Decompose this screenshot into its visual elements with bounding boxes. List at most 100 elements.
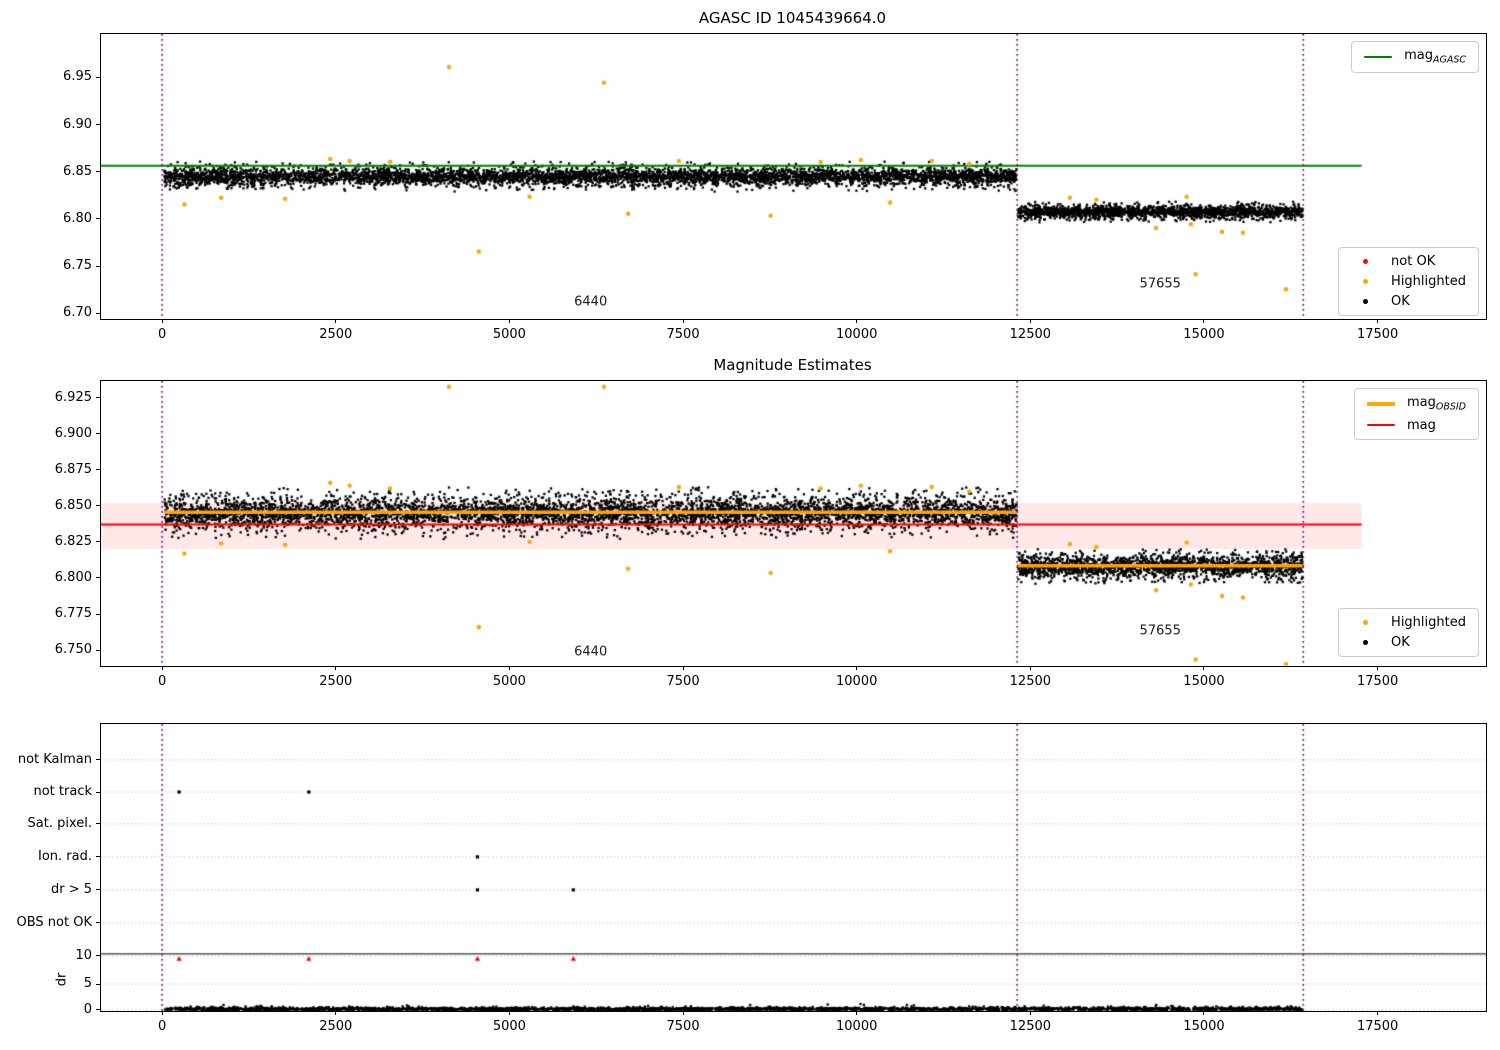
x-tick-mark <box>161 666 163 670</box>
dr-tick-label: 5 <box>83 976 92 992</box>
x-tick-mark <box>335 1011 337 1015</box>
x-tick-mark <box>1377 319 1379 323</box>
flag-row-label: OBS not OK <box>16 914 93 930</box>
x-tick-mark <box>682 319 684 323</box>
x-tick-label: 0 <box>157 1019 167 1034</box>
legend-label: not OK <box>1391 254 1436 269</box>
legend-label: Highlighted <box>1391 274 1466 289</box>
x-tick-mark <box>1029 319 1031 323</box>
legend-mag-estimates-item: magOBSID <box>1366 395 1466 413</box>
y-tick-mark <box>96 791 101 793</box>
flag-row-label: not track <box>33 784 92 800</box>
plot2-title: Magnitude Estimates <box>713 356 872 374</box>
flag-row-label: not Kalman <box>17 751 92 767</box>
x-tick-mark <box>508 666 510 670</box>
y-tick-mark <box>96 397 101 399</box>
y-tick-mark <box>96 541 101 543</box>
x-tick-label: 7500 <box>666 1019 700 1034</box>
x-tick-mark <box>1029 666 1031 670</box>
y-tick-mark <box>96 265 101 267</box>
flag-row-label: Ion. rad. <box>38 848 92 864</box>
y-tick-mark <box>96 983 101 985</box>
obsid-label: 57655 <box>1139 623 1181 639</box>
x-tick-mark <box>682 1011 684 1015</box>
x-tick-label: 0 <box>157 674 167 689</box>
legend-markers-1-item: OK <box>1351 294 1466 309</box>
x-tick-label: 10000 <box>836 674 878 689</box>
y-tick-mark <box>96 312 101 314</box>
y-tick-label: 6.750 <box>54 642 92 658</box>
y-tick-label: 6.875 <box>54 461 92 477</box>
x-tick-mark <box>1203 319 1205 323</box>
plot1-title: AGASC ID 1045439664.0 <box>698 9 887 27</box>
black-dot-swatch <box>1362 640 1368 645</box>
y-tick-mark <box>96 1009 101 1011</box>
x-tick-mark <box>508 319 510 323</box>
x-tick-label: 2500 <box>319 674 353 689</box>
legend-label: mag <box>1406 417 1436 433</box>
plot-magnitude-estimates-canvas <box>101 381 1486 666</box>
y-tick-label: 6.775 <box>54 606 92 622</box>
flag-row-label: Sat. pixel. <box>27 815 92 831</box>
y-tick-mark <box>96 469 101 471</box>
legend-mag-agasc-markers: not OK Highlighted OK <box>1338 247 1479 316</box>
y-tick-mark <box>96 922 101 924</box>
y-tick-label: 6.925 <box>54 389 92 405</box>
y-tick-label: 6.85 <box>63 163 92 179</box>
legend-markers-2-item: Highlighted <box>1351 615 1466 630</box>
y-tick-label: 6.800 <box>54 569 92 585</box>
x-tick-mark <box>1377 666 1379 670</box>
y-tick-label: 6.80 <box>63 210 92 226</box>
x-tick-label: 7500 <box>666 674 700 689</box>
legend-label: OK <box>1391 294 1410 309</box>
x-tick-label: 2500 <box>319 1019 353 1034</box>
legend-mag-agasc-item: magAGASC <box>1364 48 1466 66</box>
x-tick-label: 5000 <box>492 674 526 689</box>
x-tick-mark <box>335 319 337 323</box>
orange-dot-swatch <box>1362 279 1368 284</box>
dr-axis-label: dr <box>54 972 70 987</box>
legend-label: OK <box>1391 635 1410 650</box>
plot-magnitude-estimates: magOBSID mag Highlighted OK 0 2500 5000 7500 1… <box>55 380 1487 689</box>
plot-flags-dr-canvas <box>101 724 1486 1011</box>
legend-markers-1-item: not OK <box>1351 254 1466 269</box>
x-tick-mark <box>1377 1011 1379 1015</box>
x-tick-mark <box>1029 1011 1031 1015</box>
y-tick-mark <box>96 759 101 761</box>
legend-mag-estimates-markers: Highlighted OK <box>1338 608 1479 657</box>
legend-mag-estimates-item: mag <box>1366 417 1466 433</box>
x-tick-label: 12500 <box>1009 674 1052 689</box>
legend-mag-agasc-line: magAGASC <box>1351 41 1479 73</box>
black-dot-swatch <box>1362 299 1368 304</box>
x-tick-mark <box>682 666 684 670</box>
x-tick-label: 12500 <box>1009 1019 1052 1034</box>
x-tick-mark <box>161 1011 163 1015</box>
x-tick-label: 5000 <box>492 1019 526 1034</box>
legend-label-subscript: OBSID <box>1435 401 1466 413</box>
red-dot-swatch <box>1362 259 1368 264</box>
x-tick-mark <box>856 319 858 323</box>
legend-mag-estimates-lines: magOBSID mag <box>1353 388 1479 440</box>
orange-line-swatch <box>1366 401 1395 406</box>
legend-label: Highlighted <box>1391 615 1466 630</box>
legend-label: magAGASC <box>1404 48 1466 66</box>
y-tick-mark <box>96 124 101 126</box>
x-tick-mark <box>856 666 858 670</box>
x-tick-label: 17500 <box>1356 327 1399 342</box>
x-tick-label: 15000 <box>1183 1019 1225 1034</box>
x-tick-label: 5000 <box>492 327 526 342</box>
flag-row-label: dr > 5 <box>50 881 92 897</box>
y-tick-label: 6.90 <box>63 116 92 132</box>
x-tick-label: 15000 <box>1183 674 1225 689</box>
dr-tick-label: 10 <box>75 947 92 963</box>
y-tick-mark <box>96 505 101 507</box>
x-tick-mark <box>508 1011 510 1015</box>
y-tick-mark <box>96 823 101 825</box>
green-line-swatch <box>1364 55 1393 58</box>
x-tick-label: 10000 <box>836 1019 878 1034</box>
y-tick-mark <box>96 76 101 78</box>
y-tick-label: 6.850 <box>54 497 92 513</box>
y-tick-mark <box>96 649 101 651</box>
legend-label: magOBSID <box>1406 395 1466 413</box>
